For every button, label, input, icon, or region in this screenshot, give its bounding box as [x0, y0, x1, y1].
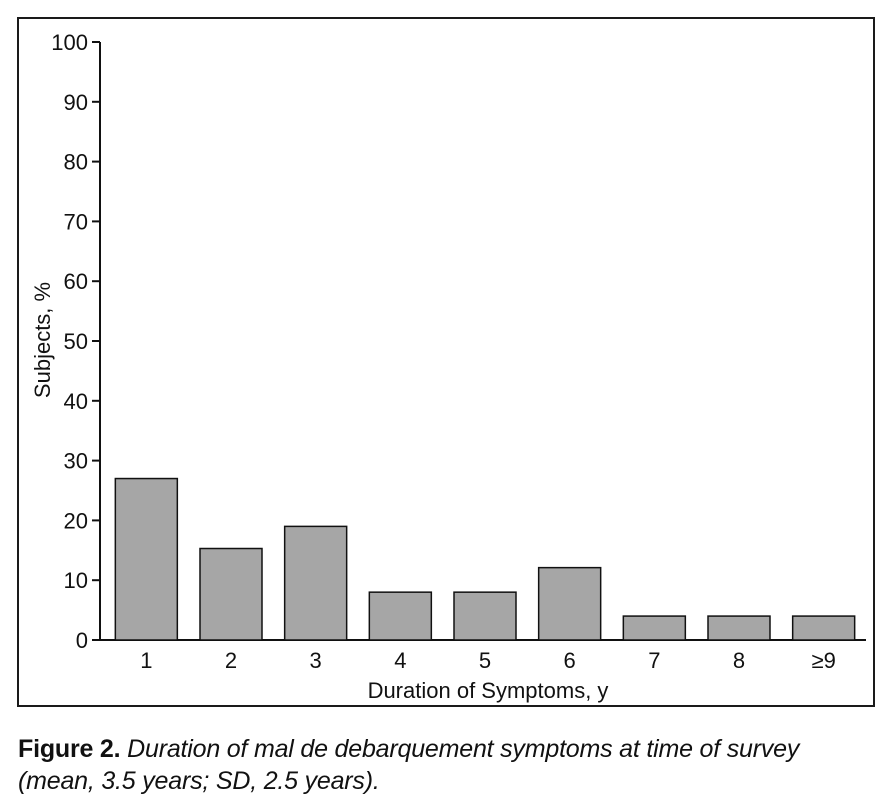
- bar: [199, 547, 263, 641]
- y-tick-label: 10: [64, 568, 88, 593]
- bars: [114, 477, 856, 641]
- y-tick-label: 40: [64, 389, 88, 414]
- bar: [622, 615, 687, 641]
- x-tick-label: 7: [648, 648, 660, 673]
- bar: [707, 615, 771, 641]
- x-tick-label: 8: [733, 648, 745, 673]
- y-tick-label: 60: [64, 269, 88, 294]
- x-tick-label: ≥9: [812, 648, 836, 673]
- bar: [791, 615, 856, 641]
- x-axis-label: Duration of Symptoms, y: [368, 678, 609, 703]
- bar: [368, 591, 433, 641]
- y-tick-label: 30: [64, 449, 88, 474]
- x-axis: 1 2 3 4 5 6 7 8 ≥9: [100, 639, 866, 673]
- x-tick-label: 4: [394, 648, 406, 673]
- y-tick-label: 70: [64, 209, 88, 234]
- bar: [537, 566, 602, 641]
- y-tick-label: 0: [76, 628, 88, 653]
- y-tick-label: 90: [64, 90, 88, 115]
- bar-chart: 0 10 20 30 40 50 60 70 80 90 100 1 2 3 4 5 6 7 8 ≥9 Subjec…: [30, 30, 866, 703]
- y-tick-label: 50: [64, 329, 88, 354]
- x-tick-label: 6: [564, 648, 576, 673]
- bar: [453, 591, 517, 641]
- y-tick-label: 20: [64, 508, 88, 533]
- x-tick-label: 2: [225, 648, 237, 673]
- figure-caption-label: Figure 2.: [18, 735, 121, 763]
- bar: [283, 525, 348, 641]
- y-tick-label: 80: [64, 150, 88, 175]
- figure-caption: Figure 2. Duration of mal de debarquemen…: [18, 733, 878, 797]
- y-axis: 0 10 20 30 40 50 60 70 80 90 100: [51, 30, 101, 653]
- y-tick-label: 100: [51, 30, 88, 55]
- y-axis-label: Subjects, %: [30, 282, 55, 398]
- figure-frame: [17, 17, 875, 707]
- bar: [114, 477, 179, 641]
- x-tick-label: 1: [140, 648, 152, 673]
- x-tick-label: 3: [310, 648, 322, 673]
- x-tick-label: 5: [479, 648, 491, 673]
- figure-caption-text: Duration of mal de debarquement symptoms…: [18, 735, 800, 795]
